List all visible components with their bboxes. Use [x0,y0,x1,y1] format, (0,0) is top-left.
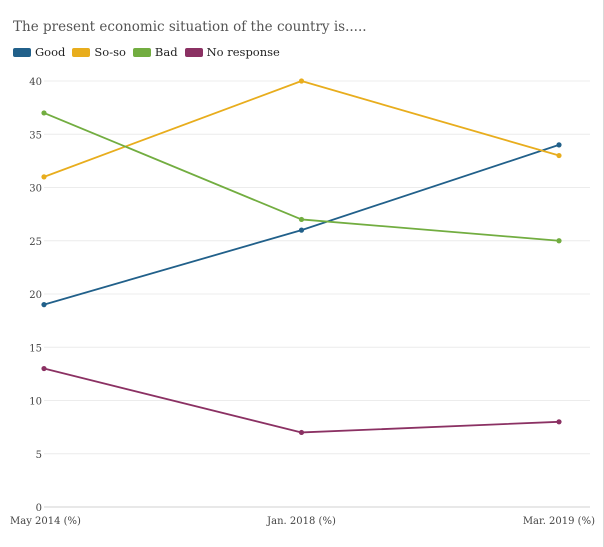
y-tick-label: 30 [29,184,42,195]
y-tick-label: 10 [29,397,42,408]
data-point-so-so [41,174,47,180]
legend-item-good[interactable]: Good [13,45,65,59]
legend-item-no-response[interactable]: No response [184,45,280,59]
chart-title: The present economic situation of the co… [13,19,367,35]
y-tick-label: 40 [29,77,42,88]
data-point-good [298,227,305,233]
legend: Good So-so Bad No response [13,45,287,59]
y-tick-label: 25 [29,237,42,248]
data-point-bad [41,110,47,116]
y-tick-label: 15 [29,343,42,354]
x-tick-label: May 2014 (%) [10,516,81,527]
legend-swatch-no-response [184,47,203,57]
legend-label-good: Good [35,45,66,59]
series-line-so-so [43,80,560,178]
data-point-no-response [556,419,562,425]
legend-label-bad: Bad [154,45,178,59]
x-tick-label: Mar. 2019 (%) [523,516,595,527]
data-point-bad [556,238,562,244]
legend-label-so-so: So-so [94,45,126,59]
legend-label-no-response: No response [206,45,280,59]
data-point-good [556,142,562,148]
data-point-bad [298,216,305,223]
data-point-no-response [298,429,305,436]
legend-swatch-bad [132,47,151,57]
data-point-good [41,302,47,308]
y-tick-label: 20 [29,290,42,301]
data-point-so-so [556,152,562,159]
legend-item-so-so[interactable]: So-so [72,45,126,59]
y-tick-label: 0 [36,503,42,514]
data-point-so-so [298,78,305,84]
x-tick-label: Jan. 2018 (%) [266,516,336,527]
series-line-good [43,144,560,306]
y-tick-label: 5 [36,450,42,461]
data-point-no-response [41,365,47,372]
y-tick-label: 35 [29,130,42,141]
legend-swatch-so-so [72,47,91,57]
legend-swatch-good [13,47,31,57]
legend-item-bad[interactable]: Bad [132,45,178,59]
